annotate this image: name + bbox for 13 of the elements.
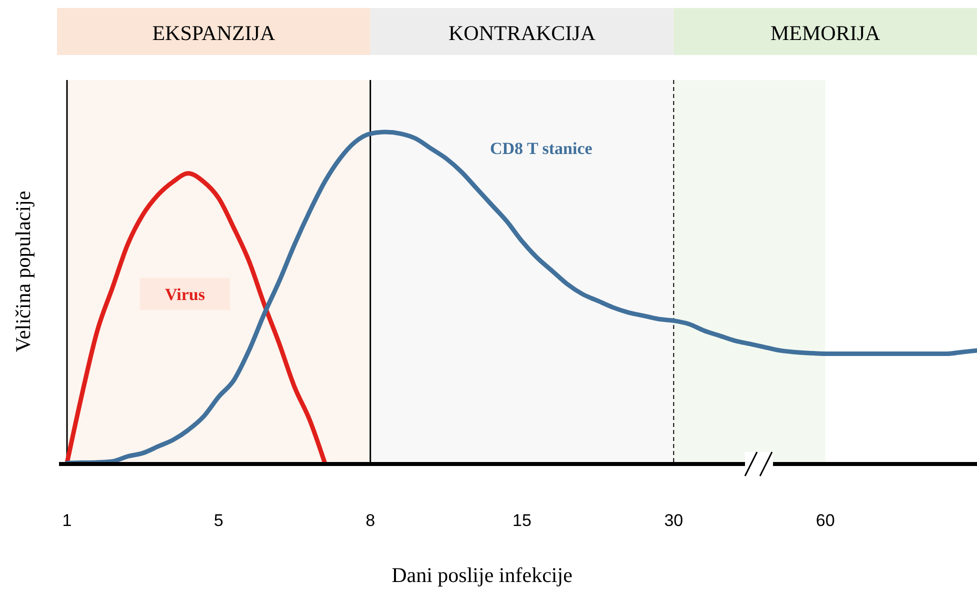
x-tick-label: 15	[512, 511, 532, 530]
x-tick-label: 8	[366, 511, 376, 530]
x-tick-label: 5	[214, 511, 224, 530]
band-label: MEMORIJA	[770, 21, 881, 45]
band-label: EKSPANZIJA	[152, 21, 276, 45]
series-label: CD8 T stanice	[490, 139, 593, 158]
x-axis-title: Dani poslije infekcije	[392, 563, 572, 587]
y-axis-title: Veličina populacije	[11, 190, 35, 352]
text: Virus	[165, 285, 206, 304]
x-tick-label: 60	[816, 511, 835, 530]
band-label: KONTRAKCIJA	[448, 21, 596, 45]
x-tick-label: 30	[664, 511, 684, 530]
x-tick-label: 1	[62, 511, 72, 530]
